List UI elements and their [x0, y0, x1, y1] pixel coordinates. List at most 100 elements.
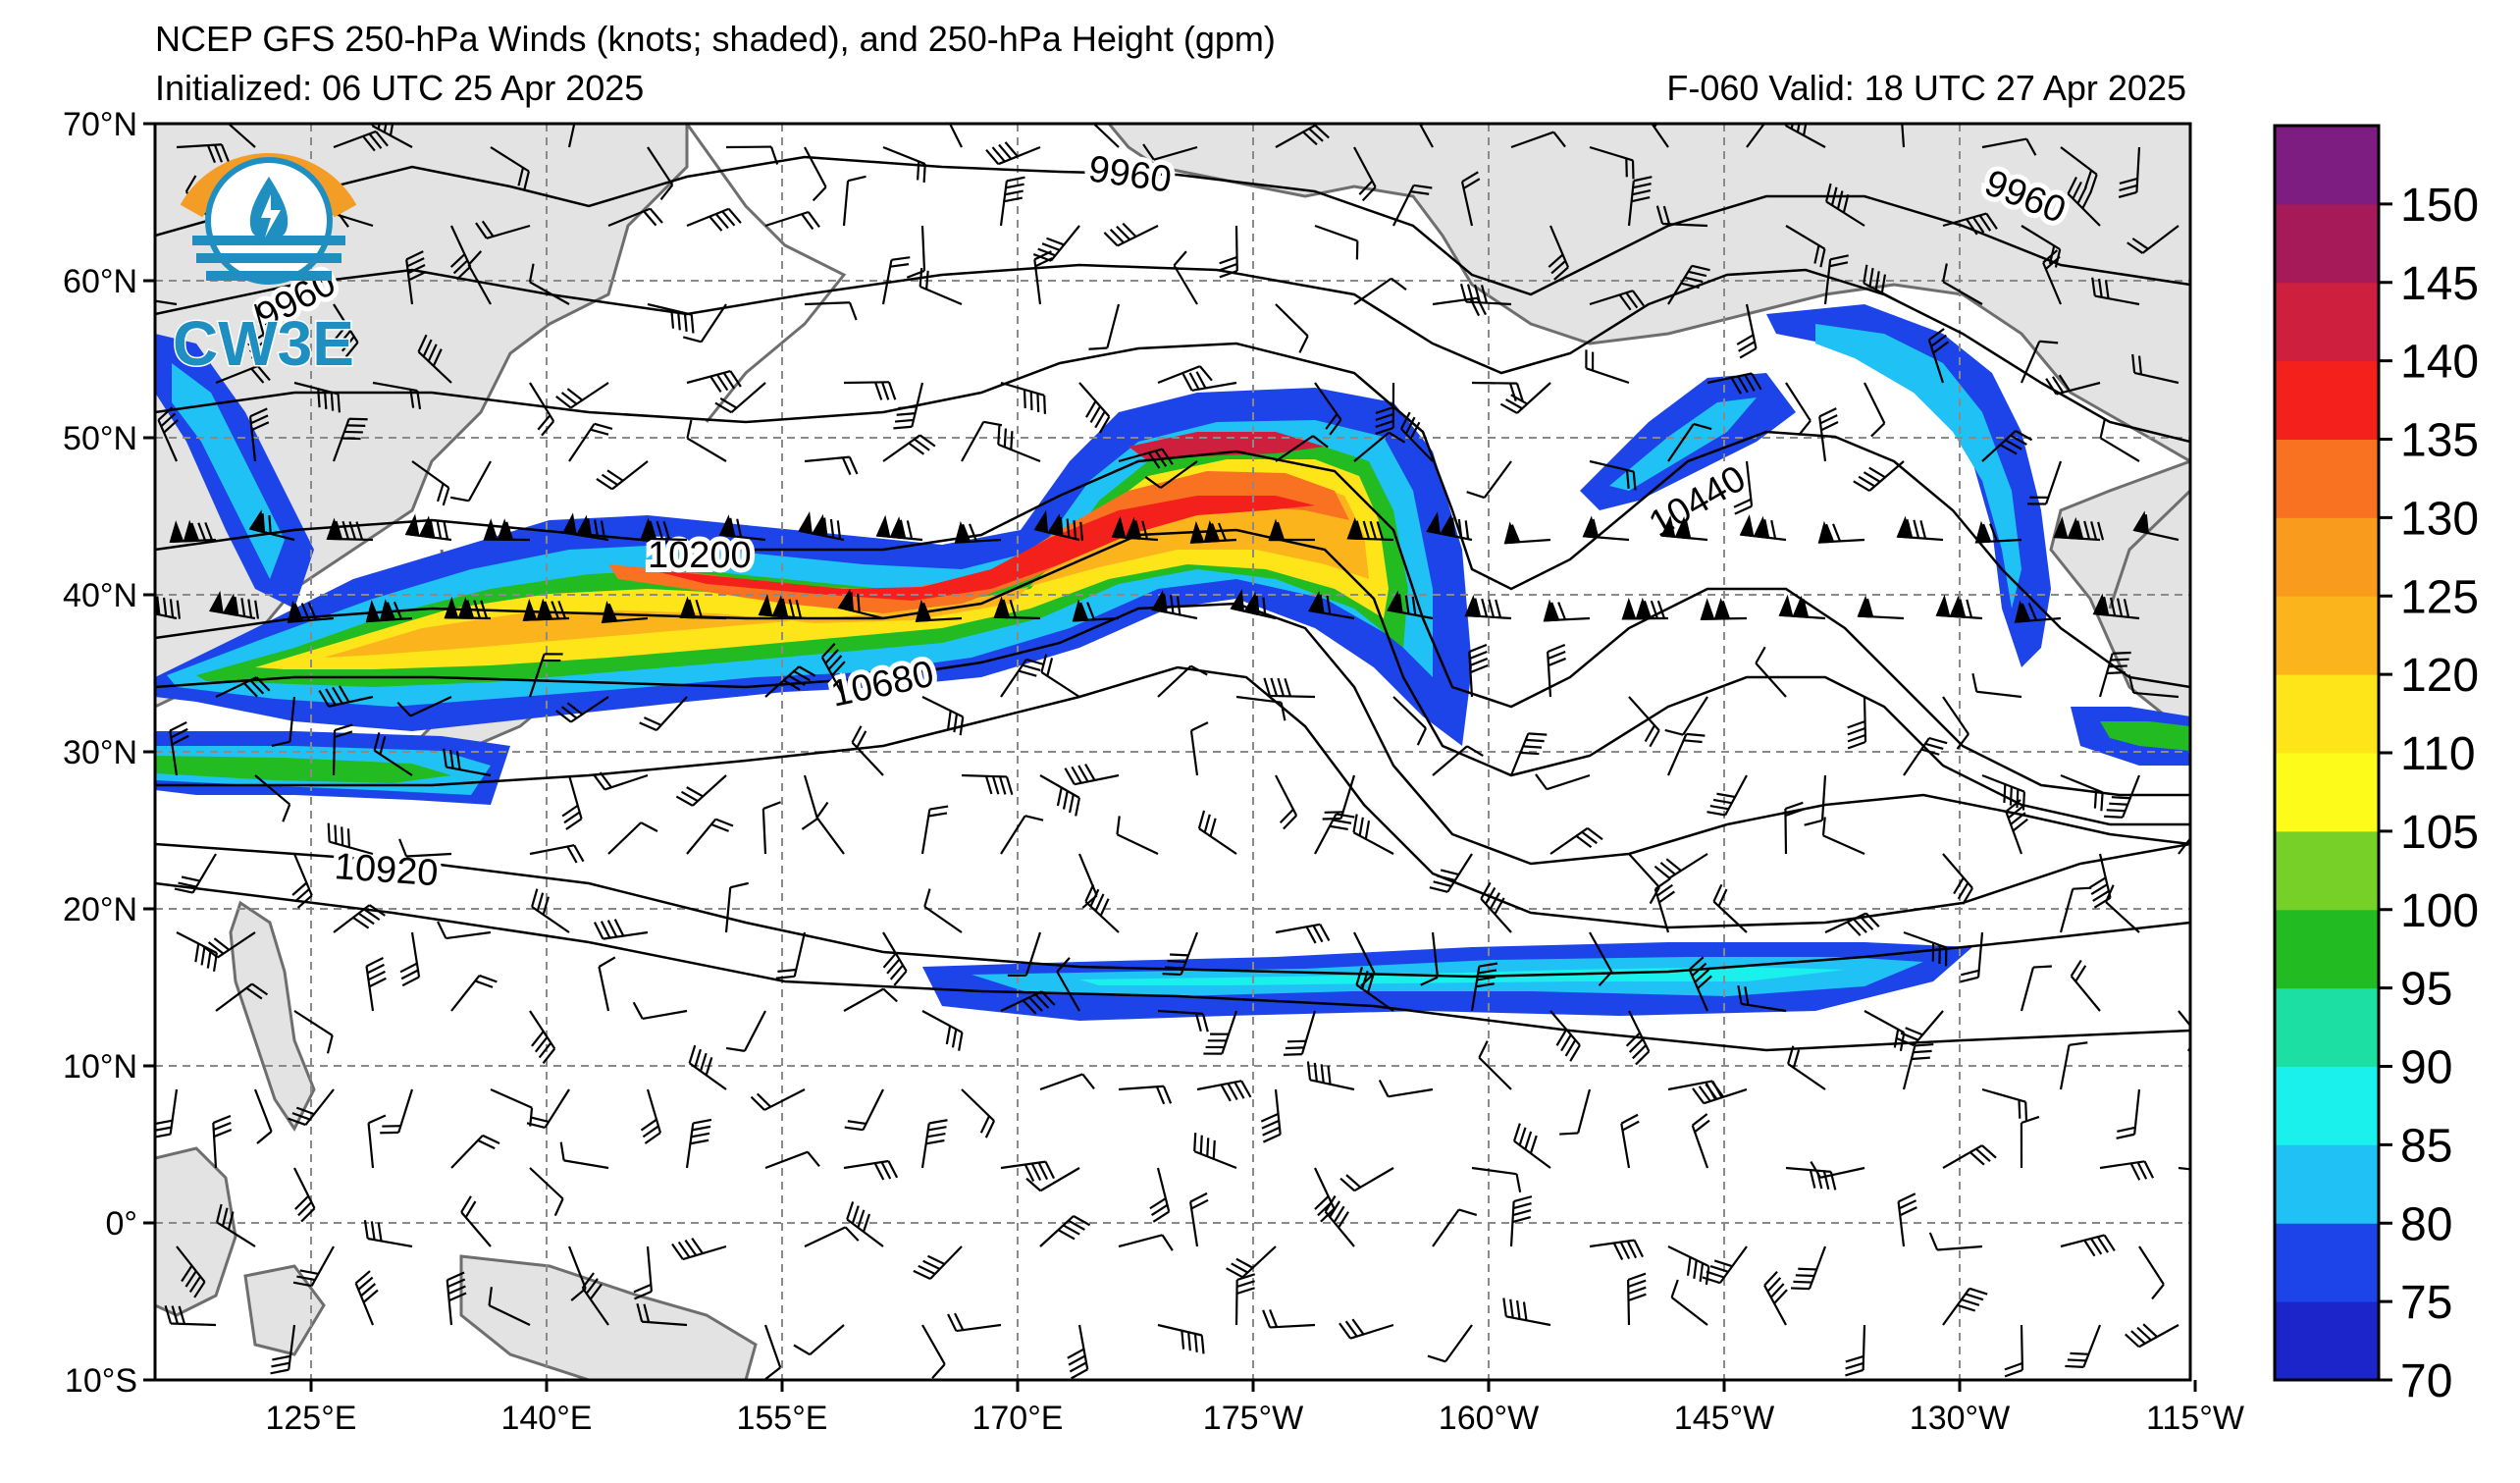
wind-barb — [1275, 435, 1329, 462]
wind-barb — [1432, 296, 1487, 317]
wind-barb — [875, 514, 923, 542]
wind-barb — [1000, 381, 1046, 414]
wind-barb — [2098, 651, 2131, 698]
wind-barb — [1863, 264, 1905, 305]
wind-barb — [1691, 1113, 1710, 1169]
wind-barb — [1627, 176, 1653, 227]
colorbar-tick-label: 130 — [2400, 493, 2479, 545]
height-contours — [155, 155, 2190, 1052]
wind-barb — [216, 1203, 256, 1247]
wind-barb — [843, 987, 898, 1012]
colorbar-bin — [2275, 674, 2379, 754]
wind-barb — [247, 303, 269, 359]
wind-barb — [1230, 589, 1277, 620]
wind-barb — [1628, 853, 1660, 905]
wind-barb — [1387, 590, 1434, 620]
wind-barb — [450, 974, 498, 1012]
wind-barb — [640, 517, 688, 542]
wind-barb — [2178, 1166, 2190, 1175]
wind-barb — [529, 1010, 556, 1065]
lon-label: 155°E — [736, 1400, 827, 1437]
wind-barb — [1181, 371, 1237, 392]
wind-barb — [1470, 962, 1498, 1012]
wind-barb — [1275, 124, 1330, 148]
wind-barb — [444, 596, 492, 620]
wind-barb — [763, 1324, 782, 1380]
wind-barb — [528, 653, 563, 698]
lon-label: 145°W — [1674, 1400, 1774, 1437]
wind-barb — [1339, 1318, 1394, 1340]
wind-barb — [1818, 407, 1839, 462]
wind-barb — [1589, 459, 1637, 491]
wind-barb — [399, 931, 421, 987]
wind-barb — [1189, 1192, 1209, 1247]
wind-barb — [1853, 460, 1905, 492]
wind-barb — [688, 1044, 727, 1090]
wind-barb — [292, 1245, 335, 1288]
wind-barb — [1275, 774, 1298, 830]
wind-barb — [332, 417, 368, 462]
wind-barb — [1621, 597, 1669, 620]
wind-barb — [176, 143, 231, 164]
wind-barb — [1549, 1010, 1581, 1062]
wind-barb — [1737, 984, 1787, 1013]
wind-barb — [881, 256, 911, 305]
wind-barb — [1585, 349, 1630, 385]
wind-barb — [1559, 1088, 1592, 1136]
wind-barb — [333, 130, 389, 152]
lat-label: 10°N — [63, 1048, 137, 1086]
wind-barb — [293, 1167, 316, 1223]
wind-barb — [682, 303, 727, 344]
wind-barb — [2065, 1324, 2102, 1368]
wind-barb — [1974, 520, 2022, 544]
wind-barb — [1429, 853, 1473, 893]
wind-barb — [446, 1271, 467, 1326]
wind-barb — [1778, 594, 1826, 620]
wind-barb — [1499, 382, 1551, 414]
wind-barb — [1116, 816, 1159, 855]
lon-label: 160°W — [1439, 1400, 1539, 1437]
wind-barb — [596, 460, 649, 491]
cw3e-logo: CW3E — [172, 153, 357, 381]
wind-barb — [1033, 509, 1084, 542]
wind-barb — [1981, 137, 2037, 156]
wind-barb — [1510, 131, 1566, 149]
lon-label: 175°W — [1203, 1400, 1303, 1437]
wind-barb — [157, 406, 179, 462]
wind-barb — [155, 295, 178, 306]
wind-barb — [293, 1010, 334, 1054]
wind-barb — [1620, 1113, 1640, 1169]
wind-barb — [1942, 1287, 1988, 1326]
wind-barb — [2104, 774, 2141, 819]
wind-barb — [1064, 763, 1120, 786]
logo-text: CW3E — [173, 308, 354, 379]
lon-label: 170°E — [971, 1400, 1063, 1437]
contour-label: 10920 — [333, 846, 439, 894]
wind-barb — [954, 520, 1002, 544]
wind-barb — [920, 1119, 948, 1169]
wind-barb — [607, 207, 663, 228]
init-time-label: Initialized: 06 UTC 25 Apr 2025 — [155, 68, 645, 108]
wind-barb — [1804, 774, 1827, 826]
wind-barb — [531, 888, 570, 933]
wind-barb — [490, 146, 530, 190]
wind-barb — [215, 364, 271, 385]
lat-label: 30°N — [63, 734, 137, 771]
wind-barb — [815, 801, 845, 855]
wind-barb — [921, 696, 965, 736]
wind-barb — [593, 771, 649, 791]
wind-barb — [333, 904, 386, 933]
wind-barb — [1654, 853, 1708, 879]
wind-barb — [1821, 817, 1865, 856]
wind-barb — [291, 853, 313, 909]
colorbar-tick-label: 95 — [2400, 964, 2452, 1016]
wind-barb — [1392, 184, 1433, 227]
wind-barb — [1817, 520, 1865, 544]
wind-barb — [764, 1150, 820, 1170]
wind-barb — [1667, 422, 1712, 462]
wind-barb — [327, 822, 374, 856]
wind-barb — [248, 509, 295, 542]
wind-barb — [2014, 600, 2062, 623]
wind-barb — [1942, 212, 1998, 236]
wind-barb — [647, 146, 674, 201]
